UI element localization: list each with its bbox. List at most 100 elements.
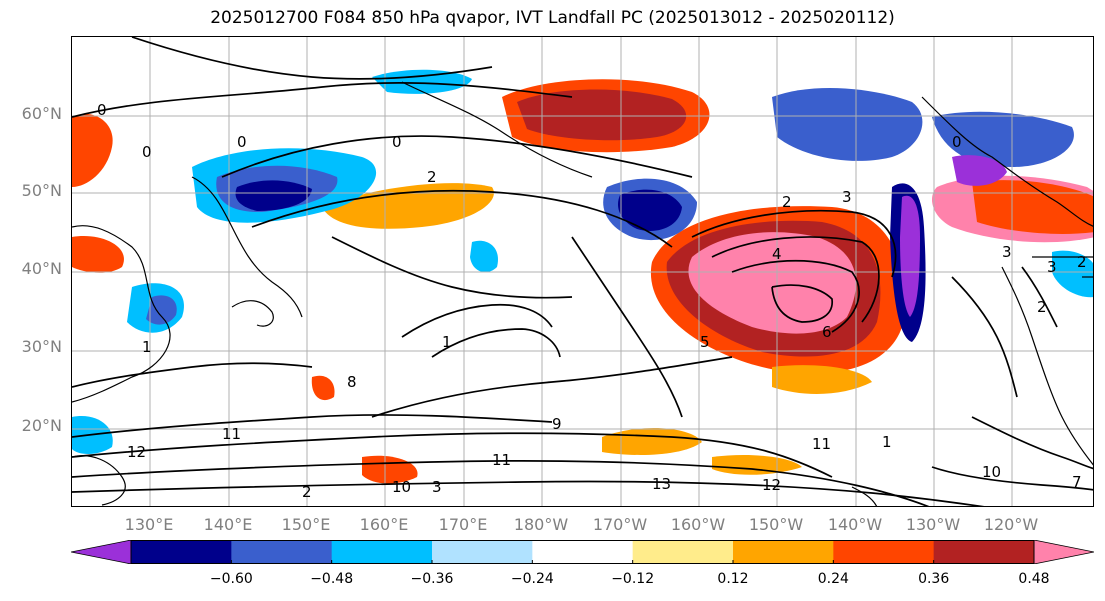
colorbar-segment xyxy=(131,540,232,564)
latitude-label: 60°N xyxy=(21,104,62,123)
longitude-label: 160°W xyxy=(670,515,726,534)
shaded-region xyxy=(311,375,335,401)
shaded-region xyxy=(72,113,113,187)
contour-label: 1 xyxy=(882,433,892,451)
contour-label: 10 xyxy=(982,463,1001,481)
coastline-segment xyxy=(401,81,593,178)
contour-label: 3 xyxy=(1002,243,1012,261)
longitude-label: 170°W xyxy=(592,515,648,534)
contour-label: 10 xyxy=(392,478,411,496)
longitude-label: 140°E xyxy=(203,515,253,534)
latitude-label: 20°N xyxy=(21,416,62,435)
colorbar-tick-label: 0.12 xyxy=(717,571,749,587)
contour-label: 0 xyxy=(392,133,402,151)
contour-label: 5 xyxy=(700,333,710,351)
figure-title: 2025012700 F084 850 hPa qvapor, IVT Land… xyxy=(210,8,895,28)
colorbar-tick-label: 0.24 xyxy=(817,571,849,587)
ivt-contour-line xyxy=(72,432,833,478)
longitude-label: 150°E xyxy=(281,515,331,534)
coastline-segment xyxy=(851,486,878,506)
ivt-contour-line xyxy=(401,303,553,338)
contour-label: 4 xyxy=(772,245,782,263)
contour-label: 8 xyxy=(347,373,357,391)
longitude-label: 180°W xyxy=(513,515,569,534)
colorbar-tick-label: 0.48 xyxy=(1018,571,1050,587)
colorbar-tick-label: −0.60 xyxy=(209,571,253,587)
shaded-region xyxy=(517,89,687,141)
latitude-label: 40°N xyxy=(21,259,62,278)
colorbar-segment xyxy=(632,540,734,564)
contour-label: 6 xyxy=(822,323,832,341)
latitude-label: 50°N xyxy=(21,181,62,200)
shaded-region xyxy=(900,195,920,317)
contour-label: 11 xyxy=(222,425,241,443)
shaded-region xyxy=(712,455,802,475)
contour-label: 11 xyxy=(492,451,511,469)
ivt-contour-line xyxy=(331,236,573,299)
contour-label: 0 xyxy=(237,133,247,151)
shaded-region xyxy=(617,189,682,231)
colorbar-segment xyxy=(733,540,834,564)
contour-label: 7 xyxy=(1072,473,1082,491)
ivt-contour-line xyxy=(431,328,561,358)
shaded-region xyxy=(146,295,177,325)
contour-label: 2 xyxy=(1037,298,1047,316)
coastline-segment xyxy=(921,96,1093,227)
contour-label: 1 xyxy=(142,338,152,356)
ivt-contour-line xyxy=(931,466,1093,491)
colorbar xyxy=(71,540,1094,564)
longitude-label: 120°W xyxy=(983,515,1039,534)
longitude-label: 130°W xyxy=(905,515,961,534)
coastline-segment xyxy=(191,176,303,318)
colorbar-tick-label: −0.24 xyxy=(510,571,554,587)
ivt-contour-line xyxy=(251,189,673,248)
latitude-label: 30°N xyxy=(21,337,62,356)
colorbar-segment xyxy=(432,540,533,564)
ivt-contour-line xyxy=(72,480,985,506)
ivt-contour-line xyxy=(371,356,733,418)
ivt-contour-line xyxy=(1021,266,1058,328)
map-panel: 0 0 0 2 2 3 3 4 5 6 8 9 10 10 11 11 11 12 12 13 1 1 7 2 3 0 3 2 0 1 2 xyxy=(71,36,1094,507)
shaded-region xyxy=(1052,250,1093,298)
ivt-contour-line xyxy=(72,82,573,118)
coastline-segment xyxy=(72,455,126,506)
contour-label: 13 xyxy=(652,475,671,493)
ivt-contour-line xyxy=(711,236,880,323)
contour-label: 0 xyxy=(97,101,107,119)
shaded-region xyxy=(372,69,472,94)
ivt-contour-line xyxy=(131,37,493,80)
ivt-contour-line xyxy=(221,135,693,178)
ivt-contour-line xyxy=(72,459,930,506)
contour-label: 12 xyxy=(762,476,781,494)
coastline-segment xyxy=(231,300,274,327)
ivt-contour-line xyxy=(951,276,1018,398)
colorbar-under-triangle xyxy=(71,540,132,564)
colorbar-tick-label: −0.36 xyxy=(410,571,454,587)
shaded-region xyxy=(952,155,1007,186)
shaded-region xyxy=(772,365,872,394)
colorbar-tick-label: −0.12 xyxy=(611,571,655,587)
contour-label: 0 xyxy=(142,143,152,161)
contour-label: 3 xyxy=(842,188,852,206)
shaded-region xyxy=(772,87,923,161)
ivt-contour-line xyxy=(72,362,313,388)
contour-label: 9 xyxy=(552,415,562,433)
ivt-contour-line xyxy=(731,259,860,333)
graticule xyxy=(72,37,1093,506)
contour-label: 2 xyxy=(1077,253,1087,271)
contour-label: 2 xyxy=(782,193,792,211)
contour-label: 12 xyxy=(127,443,146,461)
shaded-region xyxy=(72,236,124,273)
colorbar-segment xyxy=(532,540,634,564)
colorbar-tick-label: −0.48 xyxy=(310,571,354,587)
colorbar-segment xyxy=(833,540,935,564)
colorbar-tick-label: 0.36 xyxy=(918,571,950,587)
shaded-region xyxy=(235,180,312,211)
shaded-region xyxy=(972,180,1093,234)
shaded-region xyxy=(322,183,494,229)
ivt-contour-line xyxy=(771,284,833,323)
contour-label: 2 xyxy=(427,168,437,186)
ivt-contour-line xyxy=(571,236,683,418)
